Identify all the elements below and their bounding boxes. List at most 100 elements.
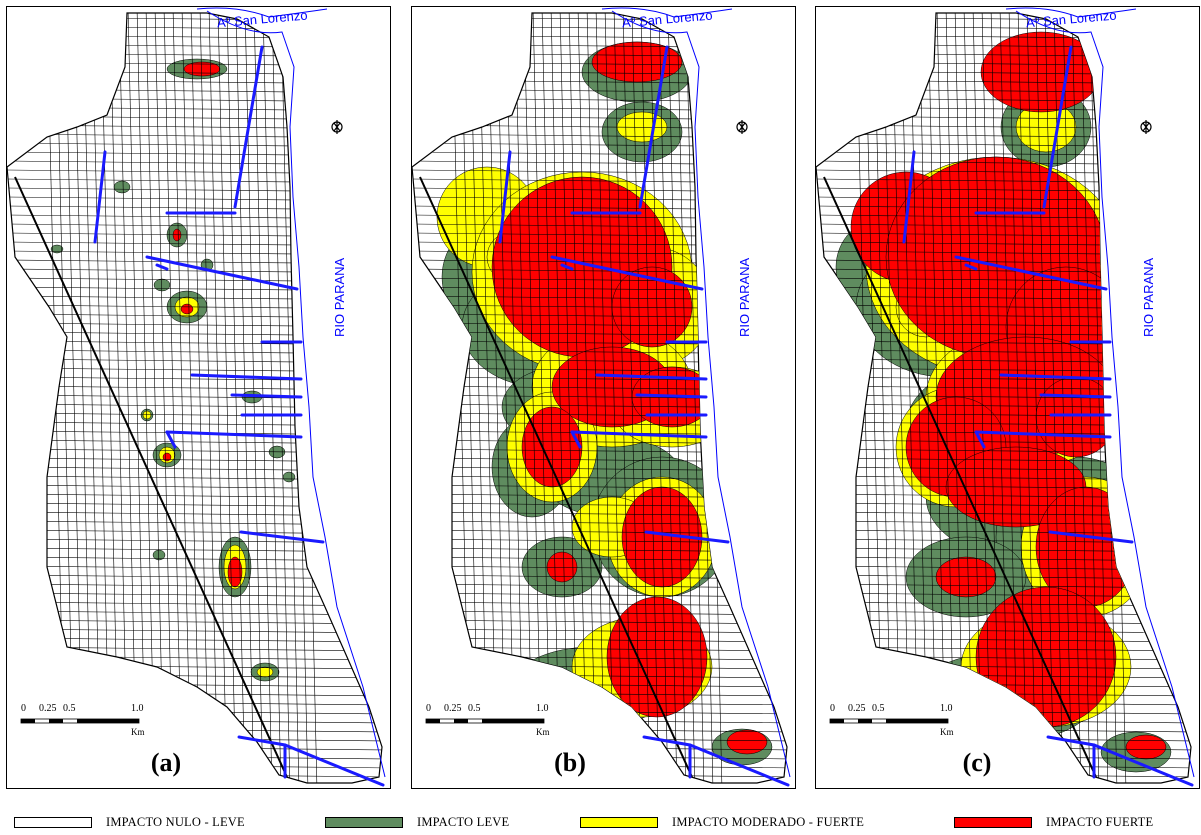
- impact-zone: [227, 556, 243, 588]
- scale-tick-label: 0.5: [872, 703, 885, 714]
- scale-tick-label: 0.25: [848, 703, 866, 714]
- scale-tick-label: 1.0: [131, 703, 144, 714]
- drainage-canal: [1048, 530, 1134, 544]
- impact-zone: [290, 266, 304, 278]
- railway-line: [419, 176, 693, 778]
- drainage-canal: [570, 430, 708, 439]
- impact-zone: [180, 303, 194, 315]
- north-arrow-icon: [331, 120, 343, 134]
- drainage-canal: [145, 255, 299, 291]
- scale-tick-label: 0.25: [39, 703, 57, 714]
- legend-swatch: [14, 816, 92, 828]
- city-outline: [7, 12, 383, 784]
- drainage-canal: [498, 150, 512, 244]
- map-panel-a: Aº San Lorenzo RIO PARANA 0 0.25 0.5 1.0 Km (a…: [6, 6, 391, 789]
- stream-label: Aº San Lorenzo: [216, 7, 308, 30]
- drainage-canal: [964, 263, 978, 271]
- north-arrow-icon: [736, 120, 748, 134]
- river-coastline: [1015, 10, 1195, 778]
- drainage-canal: [93, 150, 107, 244]
- scale-tick-label: 0.25: [444, 703, 462, 714]
- river-coastline: [611, 10, 791, 778]
- impact-zone: [153, 278, 171, 292]
- drainage-canal: [974, 430, 986, 449]
- scale-tick-label: 1.0: [940, 703, 953, 714]
- stream-label: Aº San Lorenzo: [621, 7, 713, 30]
- drainage-canal: [233, 45, 264, 209]
- map-c: Aº San Lorenzo RIO PARANA 0 0.25 0.5 1.0 Km: [816, 7, 1195, 787]
- panel-label-b: (b): [554, 748, 586, 777]
- north-arrow-icon: [1140, 120, 1152, 134]
- railway-line: [14, 176, 288, 778]
- scale-unit: Km: [940, 727, 954, 737]
- impact-zone: [1125, 734, 1167, 760]
- map-panel-c: Aº San Lorenzo RIO PARANA 0 0.25 0.5 1.0 Km (c…: [815, 6, 1200, 789]
- drainage-canal: [1039, 393, 1112, 399]
- drainage-canal: [165, 430, 177, 449]
- river-label: RIO PARANA: [332, 257, 347, 337]
- stream-line: [1005, 7, 1137, 18]
- stream-line: [196, 7, 328, 18]
- railway-line: [823, 176, 1097, 778]
- drainage-canal: [974, 430, 1112, 439]
- drainage-canal: [644, 530, 730, 544]
- stream-line: [601, 7, 733, 18]
- scale-bar: 0 0.25 0.5 1.0 Km: [829, 703, 954, 737]
- river-label: RIO PARANA: [737, 257, 752, 337]
- legend-item-moderado-fuerte: IMPACTO MODERADO - FUERTE: [580, 812, 864, 832]
- drainage-canal: [560, 263, 574, 271]
- drainage-canal: [638, 45, 669, 209]
- legend-swatch: [954, 816, 1032, 828]
- stream-label: Aº San Lorenzo: [1025, 7, 1117, 30]
- map-b: Aº San Lorenzo RIO PARANA 0 0.25 0.5 1.0 Km: [412, 7, 791, 787]
- river-label: RIO PARANA: [1141, 257, 1156, 337]
- scale-bar: 0 0.25 0.5 1.0 Km: [425, 703, 550, 737]
- legend-label: IMPACTO LEVE: [417, 814, 510, 829]
- legend-swatch: [580, 816, 658, 828]
- drainage-canal: [190, 373, 303, 381]
- scale-tick-label: 0: [21, 703, 26, 714]
- impact-zone: [256, 666, 274, 678]
- legend-item-fuerte: IMPACTO FUERTE: [954, 812, 1153, 832]
- map-panel-b: Aº San Lorenzo RIO PARANA 0 0.25 0.5 1.0 Km (b…: [411, 6, 796, 789]
- panel-label-c: (c): [962, 748, 992, 777]
- scale-unit: Km: [536, 727, 550, 737]
- impact-layer: [50, 58, 304, 682]
- drainage-canal: [550, 255, 704, 291]
- legend-label: IMPACTO FUERTE: [1046, 814, 1154, 829]
- legend-swatch: [325, 816, 403, 828]
- panel-label-a: (a): [150, 748, 182, 777]
- legend-label: IMPACTO NULO - LEVE: [106, 814, 245, 829]
- drainage-canal: [954, 255, 1108, 291]
- drainage-canal: [230, 393, 303, 399]
- drainage-canal: [999, 373, 1112, 381]
- scale-tick-label: 1.0: [536, 703, 549, 714]
- scale-tick-label: 0.5: [468, 703, 481, 714]
- legend: IMPACTO NULO - LEVE IMPACTO LEVE IMPACTO…: [0, 812, 1201, 832]
- legend-item-leve: IMPACTO LEVE: [325, 812, 509, 832]
- impact-zone: [50, 244, 64, 254]
- map-a: Aº San Lorenzo RIO PARANA 0 0.25 0.5 1.0 Km: [7, 7, 386, 787]
- scale-bar: 0 0.25 0.5 1.0 Km: [20, 703, 145, 737]
- drainage-canal: [1042, 45, 1073, 209]
- impact-zone: [726, 729, 768, 755]
- drainage-canal: [595, 373, 708, 381]
- scale-tick-label: 0: [426, 703, 431, 714]
- impact-zone: [113, 180, 131, 194]
- legend-item-nulo-leve: IMPACTO NULO - LEVE: [14, 812, 245, 832]
- impact-zone: [282, 471, 296, 483]
- drainage-canal: [165, 430, 303, 439]
- river-coastline: [206, 10, 386, 778]
- impact-zone: [591, 41, 683, 83]
- drainage-canal: [570, 430, 582, 449]
- drainage-canal: [902, 150, 916, 244]
- drainage-canal: [635, 393, 708, 399]
- impact-zone: [142, 410, 152, 420]
- scale-tick-label: 0: [830, 703, 835, 714]
- drainage-canal: [155, 263, 169, 271]
- legend-label: IMPACTO MODERADO - FUERTE: [672, 814, 865, 829]
- scale-unit: Km: [131, 727, 145, 737]
- drainage-canal: [239, 530, 325, 544]
- scale-tick-label: 0.5: [63, 703, 76, 714]
- impact-zone: [183, 61, 221, 77]
